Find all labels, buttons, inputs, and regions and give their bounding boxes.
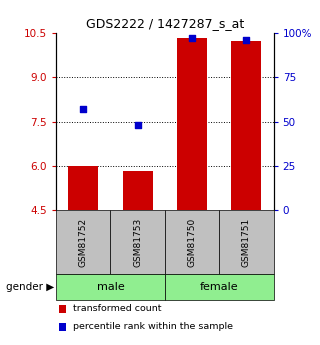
Point: [135, 122, 140, 128]
Text: percentile rank within the sample: percentile rank within the sample: [73, 322, 233, 331]
Point: [244, 37, 249, 43]
Text: GSM81753: GSM81753: [133, 218, 142, 267]
Text: female: female: [200, 282, 238, 292]
Text: GSM81752: GSM81752: [79, 218, 88, 267]
Point: [81, 106, 86, 112]
Text: GSM81750: GSM81750: [188, 218, 196, 267]
Bar: [231, 41, 261, 210]
Text: male: male: [97, 282, 124, 292]
Bar: [68, 166, 98, 210]
Text: transformed count: transformed count: [73, 304, 161, 313]
Text: gender ▶: gender ▶: [6, 282, 55, 292]
Text: GSM81751: GSM81751: [242, 218, 251, 267]
Bar: [123, 171, 153, 210]
Bar: [177, 38, 207, 210]
Title: GDS2222 / 1427287_s_at: GDS2222 / 1427287_s_at: [86, 17, 244, 30]
Point: [189, 35, 195, 41]
